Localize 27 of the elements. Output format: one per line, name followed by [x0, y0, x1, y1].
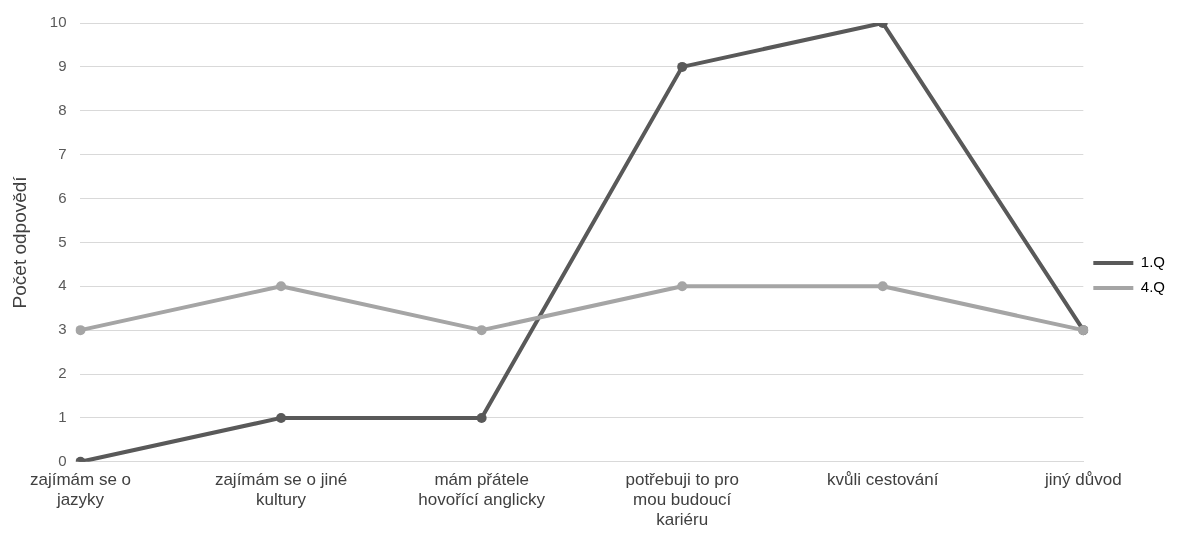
- y-tick-label: 6: [58, 188, 67, 206]
- x-tick-label: potřebuji to pro mou budoucí kariéru: [625, 469, 739, 530]
- y-tick-label: 8: [58, 100, 67, 118]
- legend-label: 1.Q: [1140, 253, 1166, 271]
- y-tick-label: 0: [58, 451, 67, 469]
- point: [276, 412, 287, 423]
- x-tick-label: zajímám se o jiné kultury: [214, 469, 348, 510]
- y-tick-label: 2: [58, 364, 67, 382]
- y-tick-label: 3: [58, 320, 67, 338]
- legend-label: 4.Q: [1140, 278, 1166, 296]
- y-tick-label: 7: [58, 144, 67, 162]
- y-tick-label: 10: [49, 13, 67, 31]
- x-tick-label: kvůli cestování: [827, 469, 939, 489]
- point: [877, 281, 888, 292]
- y-tick-label: 1: [58, 408, 67, 426]
- y-tick-label: 4: [58, 276, 67, 294]
- y-axis-title: Počet odpovědí: [8, 175, 30, 309]
- point: [75, 325, 86, 336]
- x-tick-label: jiný důvod: [1044, 469, 1122, 489]
- point: [276, 281, 287, 292]
- point: [476, 412, 487, 423]
- y-tick-label: 5: [58, 232, 67, 250]
- x-tick-label: zajímám se o jazyky: [29, 469, 132, 510]
- y-tick-label: 9: [58, 57, 67, 75]
- point: [476, 325, 487, 336]
- x-tick-label: mám přátele hovořící anglicky: [418, 469, 546, 510]
- point: [677, 281, 688, 292]
